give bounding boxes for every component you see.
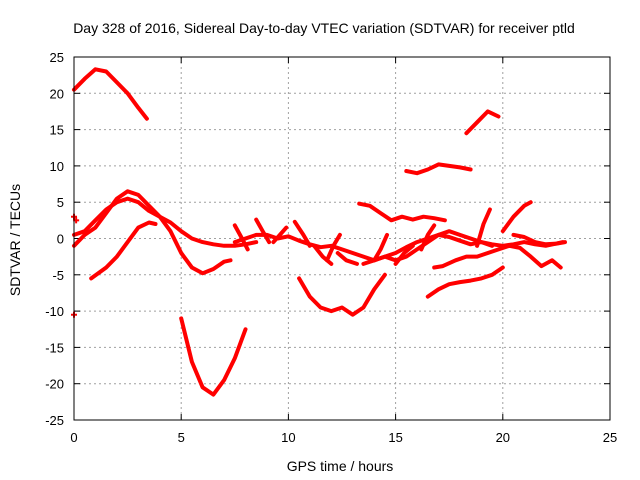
y-tick-label: -5 <box>52 268 64 283</box>
series-arc-17 <box>254 217 272 245</box>
y-tick-label: 5 <box>57 195 64 210</box>
series-arc-11 <box>357 201 447 223</box>
y-tick-label: -25 <box>45 413 64 428</box>
series-arc-26 <box>475 207 492 248</box>
series-arc-3 <box>72 189 233 276</box>
x-tick-label: 20 <box>496 430 510 445</box>
series-arc-16 <box>232 223 250 252</box>
series-arc-12 <box>404 162 473 176</box>
series-arc-10 <box>432 243 563 270</box>
series-arc-25 <box>419 223 437 252</box>
series-arc-4 <box>89 220 158 281</box>
series-arc-18 <box>271 225 289 245</box>
y-tick-label: -15 <box>45 340 64 355</box>
series-arc-15 <box>511 232 567 247</box>
x-tick-label: 5 <box>178 430 185 445</box>
series-arc-22 <box>335 251 359 266</box>
grid <box>74 57 610 420</box>
series-arc-13 <box>464 109 501 136</box>
series-arc-21 <box>325 232 342 263</box>
series-arc-14 <box>500 200 533 234</box>
series-arc-9 <box>425 265 505 299</box>
x-tick-label: 10 <box>281 430 295 445</box>
y-tick-label: 15 <box>50 123 64 138</box>
x-tick-label: 25 <box>603 430 617 445</box>
y-tick-label: 25 <box>50 50 64 65</box>
y-tick-label: 20 <box>50 86 64 101</box>
y-tick-label: -10 <box>45 304 64 319</box>
series-arc-7 <box>297 272 387 317</box>
y-tick-label: 0 <box>57 232 64 247</box>
marker-layer <box>71 213 80 318</box>
x-tick-label: 15 <box>388 430 402 445</box>
y-tick-label: 10 <box>50 159 64 174</box>
series-arc-24 <box>393 243 415 266</box>
series-arc-23 <box>372 232 389 263</box>
series-arc-8 <box>361 229 495 266</box>
x-tick-label: 0 <box>70 430 77 445</box>
y-axis-tick-labels: -25 -20 -15 -10 -5 0 5 10 15 20 25 <box>45 50 64 428</box>
series-arc-2 <box>72 196 259 248</box>
y-tick-label: -20 <box>45 377 64 392</box>
plot-frame <box>73 56 611 421</box>
x-axis-label: GPS time / hours <box>287 458 394 474</box>
x-axis-tick-labels: 0 5 10 15 20 25 <box>70 430 617 445</box>
y-axis-label: SDTVAR / TECUs <box>7 184 23 296</box>
series-arc-5 <box>179 316 248 397</box>
series-layer <box>72 67 567 397</box>
chart-title: Day 328 of 2016, Sidereal Day-to-day VTE… <box>73 20 575 36</box>
series-arc-19 <box>292 219 312 248</box>
series-arc-1 <box>72 67 149 121</box>
